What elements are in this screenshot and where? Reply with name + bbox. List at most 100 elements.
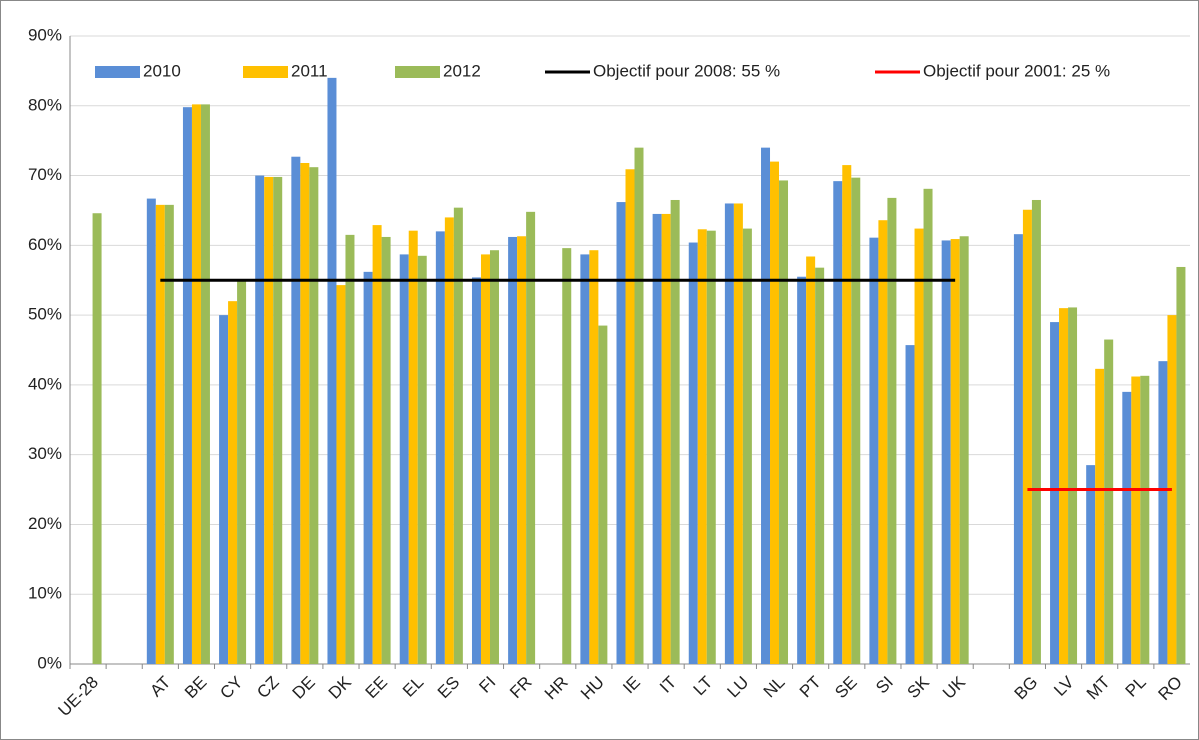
bar xyxy=(806,256,816,664)
bar xyxy=(336,285,346,664)
bar xyxy=(327,77,337,664)
bar xyxy=(815,267,825,664)
y-tick-label: 50% xyxy=(28,305,62,324)
bar xyxy=(923,188,933,664)
y-tick-label: 70% xyxy=(28,165,62,184)
bar xyxy=(697,229,707,665)
bar xyxy=(444,217,454,664)
bar xyxy=(589,250,599,664)
bar xyxy=(363,271,373,664)
bar xyxy=(146,198,156,665)
bar xyxy=(1131,376,1141,664)
legend-label: Objectif pour 2008: 55 % xyxy=(593,61,780,80)
bar xyxy=(1068,307,1078,664)
legend-label: 2011 xyxy=(291,61,328,80)
bar xyxy=(255,175,265,665)
y-tick-label: 30% xyxy=(28,444,62,463)
bar xyxy=(761,147,771,665)
bar xyxy=(471,277,481,664)
bar xyxy=(733,203,743,664)
bar xyxy=(688,242,698,664)
y-tick-label: 80% xyxy=(28,95,62,114)
bar xyxy=(1022,209,1032,664)
bar xyxy=(264,176,274,664)
bar xyxy=(526,211,536,664)
bar xyxy=(914,228,924,664)
legend-swatch xyxy=(243,66,288,78)
bar xyxy=(381,236,391,664)
bar xyxy=(851,177,861,664)
bar xyxy=(399,254,409,664)
bar xyxy=(182,107,192,664)
y-tick-label: 60% xyxy=(28,235,62,254)
bar xyxy=(1104,339,1114,664)
bar xyxy=(164,204,174,664)
bar xyxy=(950,239,960,664)
bar xyxy=(508,236,518,664)
bar xyxy=(580,254,590,664)
bar xyxy=(1050,322,1060,664)
bar xyxy=(1013,234,1023,664)
bar xyxy=(770,161,780,664)
bar xyxy=(625,169,635,664)
bar xyxy=(300,162,310,665)
bar xyxy=(661,213,671,664)
bar xyxy=(200,104,210,665)
bar xyxy=(92,213,102,665)
bar xyxy=(887,197,897,664)
bar xyxy=(1176,266,1186,664)
bar xyxy=(309,167,319,664)
bar xyxy=(634,147,644,665)
bar xyxy=(480,254,490,664)
bar xyxy=(1140,375,1150,664)
bar xyxy=(345,234,355,664)
bar xyxy=(797,276,807,664)
legend-swatch xyxy=(95,66,140,78)
y-tick-label: 20% xyxy=(28,514,62,533)
bar xyxy=(1086,465,1096,664)
bar xyxy=(155,204,165,664)
bar xyxy=(562,248,572,664)
bar xyxy=(742,228,752,664)
y-tick-label: 0% xyxy=(37,653,62,672)
bar xyxy=(408,230,418,664)
bar xyxy=(842,165,852,665)
legend-swatch xyxy=(395,66,440,78)
bar xyxy=(598,325,608,664)
y-tick-label: 40% xyxy=(28,374,62,393)
bar xyxy=(959,236,969,665)
bar xyxy=(869,237,879,664)
bar xyxy=(616,202,626,664)
bar xyxy=(724,203,734,664)
bar xyxy=(1031,199,1041,664)
bar xyxy=(191,104,201,665)
bar xyxy=(1095,368,1105,664)
bar xyxy=(1122,391,1132,664)
legend-label: Objectif pour 2001: 25 % xyxy=(923,61,1110,80)
bar xyxy=(941,240,951,664)
y-tick-label: 10% xyxy=(28,584,62,603)
bar xyxy=(219,315,229,664)
bar xyxy=(228,301,238,664)
bar xyxy=(453,207,463,665)
bar xyxy=(1158,361,1168,664)
bar xyxy=(878,220,888,665)
bar xyxy=(291,156,301,664)
bar xyxy=(1059,308,1069,664)
bar xyxy=(417,255,427,665)
bar xyxy=(779,180,789,664)
bar xyxy=(273,176,283,664)
bar xyxy=(652,213,662,664)
bar xyxy=(435,231,445,664)
bar xyxy=(517,236,527,665)
bar xyxy=(833,181,843,665)
legend-label: 2012 xyxy=(443,61,481,80)
bar xyxy=(237,280,247,664)
bar xyxy=(489,250,499,664)
bar xyxy=(372,225,382,664)
legend-label: 2010 xyxy=(143,61,181,80)
bar xyxy=(905,345,915,664)
bar xyxy=(706,230,716,664)
